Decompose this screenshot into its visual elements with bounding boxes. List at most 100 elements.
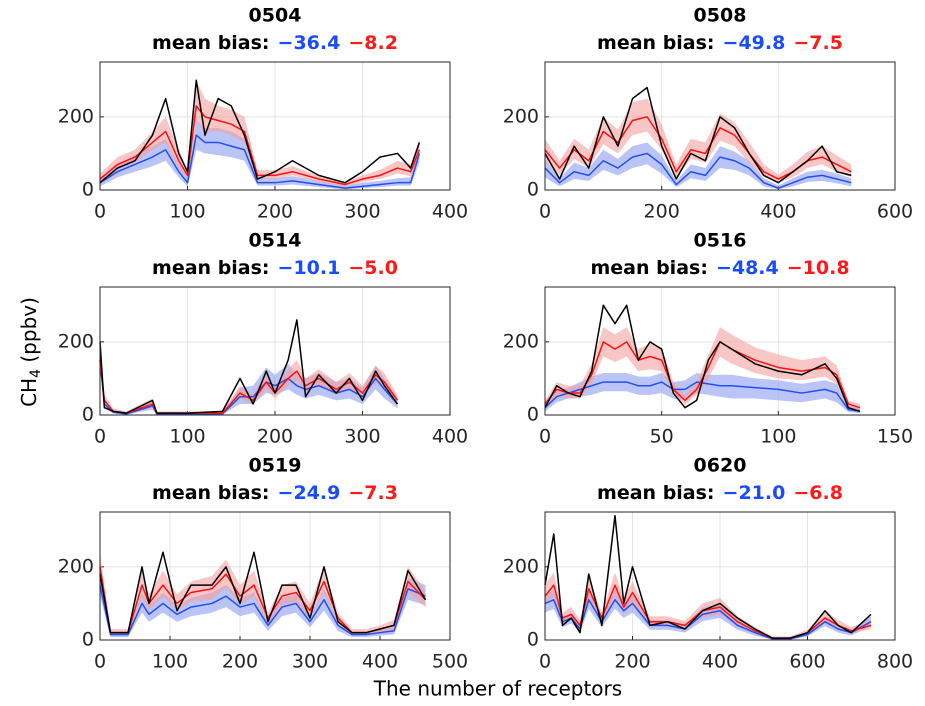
mean-bias-value: −5.0: [348, 257, 398, 279]
x-tick-label: 200: [614, 651, 650, 673]
x-tick-label: 150: [877, 426, 913, 448]
subplot-title: 0620: [694, 455, 747, 477]
y-tick-label: 200: [58, 330, 94, 352]
subtitle-text: mean bias:: [597, 482, 715, 504]
x-tick-label: 0: [539, 426, 551, 448]
data-line: [544, 514, 872, 639]
y-label-rest: (ppbv): [17, 297, 41, 369]
subplot-title: 0516: [694, 230, 747, 252]
x-tick-label: 100: [169, 426, 205, 448]
uncertainty-band: [545, 327, 860, 411]
y-tick-label: 0: [527, 404, 539, 426]
x-tick-label: 400: [362, 651, 398, 673]
mean-bias-value: −36.4: [278, 32, 341, 54]
data-line: [99, 584, 426, 636]
data-line: [99, 551, 427, 634]
x-tick-label: 0: [539, 651, 551, 673]
data-line: [99, 360, 399, 414]
x-tick-label: 400: [702, 651, 738, 673]
subplot: 0514 mean bias: −10.1 −5.0 0 100 200 300 400 0 200: [58, 230, 468, 448]
mean-bias-value: −10.1: [278, 257, 341, 279]
data-line: [544, 599, 872, 640]
x-tick-label: 300: [344, 426, 380, 448]
axes-frame: [544, 286, 896, 416]
x-tick-label: 100: [760, 426, 796, 448]
y-tick-label: 200: [58, 105, 94, 127]
subtitle-text: mean bias:: [590, 257, 708, 279]
y-axis-label: CH4 (ppbv): [17, 297, 45, 407]
x-tick-label: 400: [432, 201, 468, 223]
subtitle-text: mean bias:: [152, 32, 270, 54]
x-tick-label: 0: [539, 201, 551, 223]
subplot-title: 0514: [249, 230, 302, 252]
uncertainty-band: [545, 572, 871, 640]
x-tick-label: 200: [257, 426, 293, 448]
mean-bias-value: −6.8: [793, 482, 843, 504]
y-label-sub: 4: [28, 369, 44, 378]
axes-frame: [99, 286, 451, 416]
data-line: [544, 304, 861, 413]
y-tick-label: 200: [58, 555, 94, 577]
x-tick-label: 200: [257, 201, 293, 223]
x-tick-label: 400: [432, 426, 468, 448]
x-tick-label: 600: [877, 201, 913, 223]
x-tick-label: 50: [650, 426, 674, 448]
data-line: [544, 341, 861, 409]
subplot: 0508 mean bias: −49.8 −7.5 0 200 400 600 0 200: [503, 5, 913, 223]
subplot-subtitle: mean bias: −10.1 −5.0: [152, 257, 398, 279]
data-line: [544, 381, 861, 413]
subplot-subtitle: mean bias: −49.8 −7.5: [597, 32, 843, 54]
subplot: 0519 mean bias: −24.9 −7.3 0 100 200 300 400 500 0…: [58, 455, 468, 673]
y-tick-label: 200: [503, 105, 539, 127]
mean-bias-value: −10.8: [787, 257, 850, 279]
x-tick-label: 200: [222, 651, 258, 673]
y-tick-label: 0: [82, 404, 94, 426]
subplot-subtitle: mean bias: −21.0 −6.8: [597, 482, 843, 504]
data-line: [99, 79, 421, 184]
x-tick-label: 600: [789, 651, 825, 673]
y-tick-label: 200: [503, 555, 539, 577]
mean-bias-value: −48.4: [716, 257, 779, 279]
axes-frame: [99, 511, 451, 641]
y-tick-label: 0: [527, 179, 539, 201]
subplot-title: 0504: [249, 5, 302, 27]
x-tick-label: 300: [344, 201, 380, 223]
data-line: [544, 584, 872, 639]
y-tick-label: 0: [82, 179, 94, 201]
mean-bias-value: −49.8: [723, 32, 786, 54]
subtitle-text: mean bias:: [152, 482, 270, 504]
subplot-subtitle: mean bias: −48.4 −10.8: [590, 257, 849, 279]
y-label-main: CH: [17, 378, 41, 407]
y-tick-label: 0: [527, 629, 539, 651]
subplot: 0620 mean bias: −21.0 −6.8 0 200 400 600 800 0 200: [503, 455, 913, 673]
uncertainty-band: [545, 372, 860, 414]
data-line: [99, 319, 399, 414]
uncertainty-band: [100, 80, 420, 187]
axes-frame: [99, 61, 451, 191]
uncertainty-band: [100, 552, 426, 636]
axes-frame: [544, 511, 896, 641]
x-tick-label: 100: [152, 651, 188, 673]
x-tick-label: 500: [432, 651, 468, 673]
data-line: [544, 152, 852, 189]
data-line: [544, 86, 852, 184]
subplot-subtitle: mean bias: −36.4 −8.2: [152, 32, 398, 54]
x-tick-label: 200: [644, 201, 680, 223]
x-axis-label: The number of receptors: [373, 677, 622, 701]
uncertainty-band: [100, 345, 398, 415]
subplot-title: 0508: [694, 5, 747, 27]
axes-frame: [544, 61, 896, 191]
subtitle-text: mean bias:: [152, 257, 270, 279]
subplot: 0516 mean bias: −48.4 −10.8 0 50 100 150 0 200: [503, 230, 913, 448]
subplot-subtitle: mean bias: −24.9 −7.3: [152, 482, 398, 504]
data-line: [99, 105, 421, 186]
mean-bias-value: −24.9: [278, 482, 341, 504]
mean-bias-value: −7.3: [348, 482, 398, 504]
mean-bias-value: −8.2: [348, 32, 398, 54]
x-tick-label: 0: [94, 201, 106, 223]
x-tick-label: 400: [760, 201, 796, 223]
x-tick-label: 100: [169, 201, 205, 223]
uncertainty-band: [545, 142, 852, 190]
x-tick-label: 0: [94, 426, 106, 448]
